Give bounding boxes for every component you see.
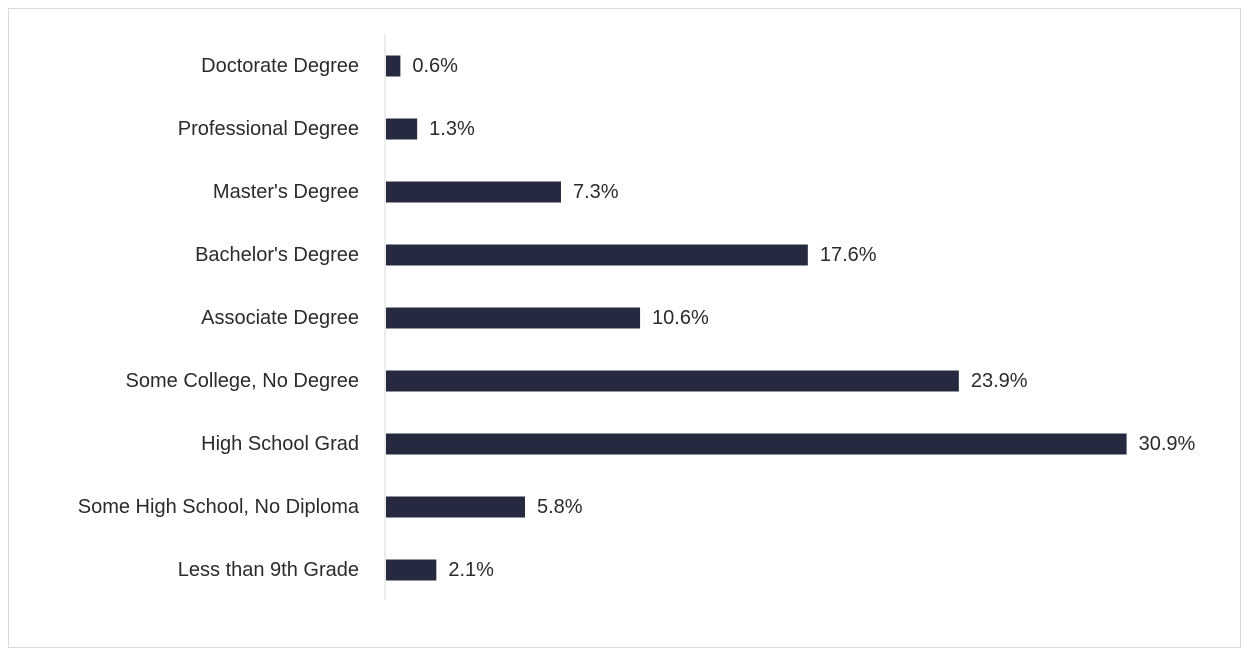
category-label: Less than 9th Grade xyxy=(178,559,359,581)
category-label: Some High School, No Diploma xyxy=(78,496,360,518)
value-label: 1.3% xyxy=(429,118,475,140)
value-label: 30.9% xyxy=(1139,433,1196,455)
bars-group xyxy=(386,55,1127,581)
bar-3 xyxy=(386,244,808,266)
category-label: Master's Degree xyxy=(213,181,359,203)
category-label: Professional Degree xyxy=(178,118,359,140)
value-label: 0.6% xyxy=(412,55,458,77)
bar-2 xyxy=(386,181,561,203)
category-label: Bachelor's Degree xyxy=(195,244,359,266)
value-labels-group: 0.6% 1.3% 7.3% 17.6% 10.6% 23.9% 30.9% 5.8% 2.1% xyxy=(412,55,1195,581)
bar-4 xyxy=(386,307,641,329)
value-label: 23.9% xyxy=(971,370,1028,392)
category-label: High School Grad xyxy=(201,433,359,455)
bar-0 xyxy=(386,55,401,77)
value-label: 2.1% xyxy=(448,559,494,581)
value-label: 7.3% xyxy=(573,181,619,203)
bar-1 xyxy=(386,118,418,140)
category-label: Some College, No Degree xyxy=(126,370,359,392)
bar-6 xyxy=(386,433,1127,455)
value-label: 17.6% xyxy=(820,244,877,266)
bar-5 xyxy=(386,370,959,392)
bar-7 xyxy=(386,496,526,518)
category-label: Doctorate Degree xyxy=(201,55,359,77)
category-label: Associate Degree xyxy=(201,307,359,329)
category-labels-group: Doctorate Degree Professional Degree Maste… xyxy=(78,55,360,581)
value-label: 5.8% xyxy=(537,496,583,518)
value-label: 10.6% xyxy=(652,307,709,329)
bar-8 xyxy=(386,559,437,581)
bar-chart: Doctorate Degree Professional Degree Maste… xyxy=(78,34,1196,600)
